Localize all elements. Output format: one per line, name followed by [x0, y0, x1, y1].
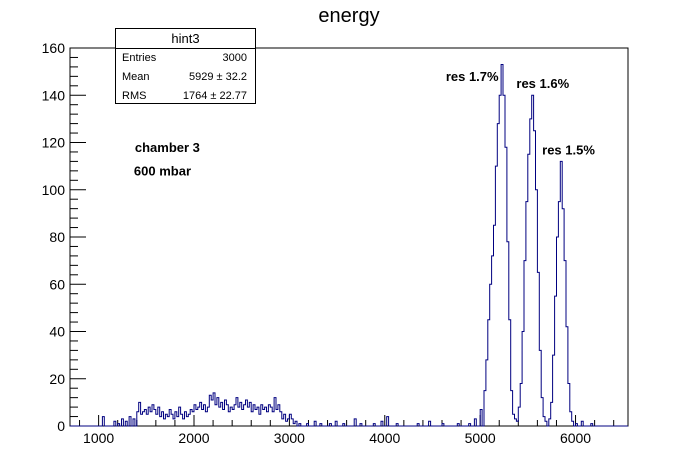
x-tick-label: 6000: [560, 430, 591, 446]
x-tick-label: 3000: [274, 430, 305, 446]
stats-value: 1764 ± 22.77: [182, 90, 247, 102]
chart-title: energy: [318, 5, 379, 27]
y-tick-label: 40: [49, 324, 65, 340]
x-tick-label: 5000: [465, 430, 496, 446]
x-tick-label: 1000: [83, 430, 114, 446]
stats-key: RMS: [122, 90, 147, 102]
annotations: chamber 3 600 mbar res 1.7% res 1.6% res 1.5…: [134, 69, 595, 179]
y-tick-label: 160: [42, 40, 66, 56]
annotation-label: res 1.6%: [516, 76, 569, 91]
y-tick-label: 60: [49, 276, 65, 292]
stats-row-entries: Entries 3000: [116, 49, 255, 68]
y-axis: 0 20 40 60 80 100 120 140 160: [42, 40, 86, 434]
stats-value: 5929 ± 32.2: [188, 71, 247, 83]
stats-title: hint3: [116, 29, 255, 49]
x-axis: 1000 2000 3000 4000 5000 6000: [79, 415, 615, 446]
annotation-label: chamber 3: [135, 140, 200, 155]
x-tick-label: 2000: [178, 430, 209, 446]
y-tick-label: 80: [49, 229, 65, 245]
y-tick-label: 20: [49, 371, 65, 387]
y-tick-label: 120: [42, 135, 66, 151]
stats-row-mean: Mean 5929 ± 32.2: [116, 68, 255, 87]
y-tick-label: 100: [42, 182, 66, 198]
histogram-series-line: [70, 64, 628, 427]
x-tick-label: 4000: [369, 430, 400, 446]
y-tick-label: 140: [42, 87, 66, 103]
annotation-label: res 1.7%: [446, 69, 499, 84]
stats-key: Mean: [122, 71, 150, 83]
y-tick-label: 0: [57, 418, 65, 434]
annotation-label: 600 mbar: [134, 164, 191, 179]
stats-value: 3000: [222, 52, 247, 64]
stats-key: Entries: [122, 52, 157, 64]
statistics-box: hint3 Entries 3000 Mean 5929 ± 32.2 RMS …: [115, 28, 256, 104]
annotation-label: res 1.5%: [542, 142, 595, 157]
stats-row-rms: RMS 1764 ± 22.77: [116, 87, 255, 106]
